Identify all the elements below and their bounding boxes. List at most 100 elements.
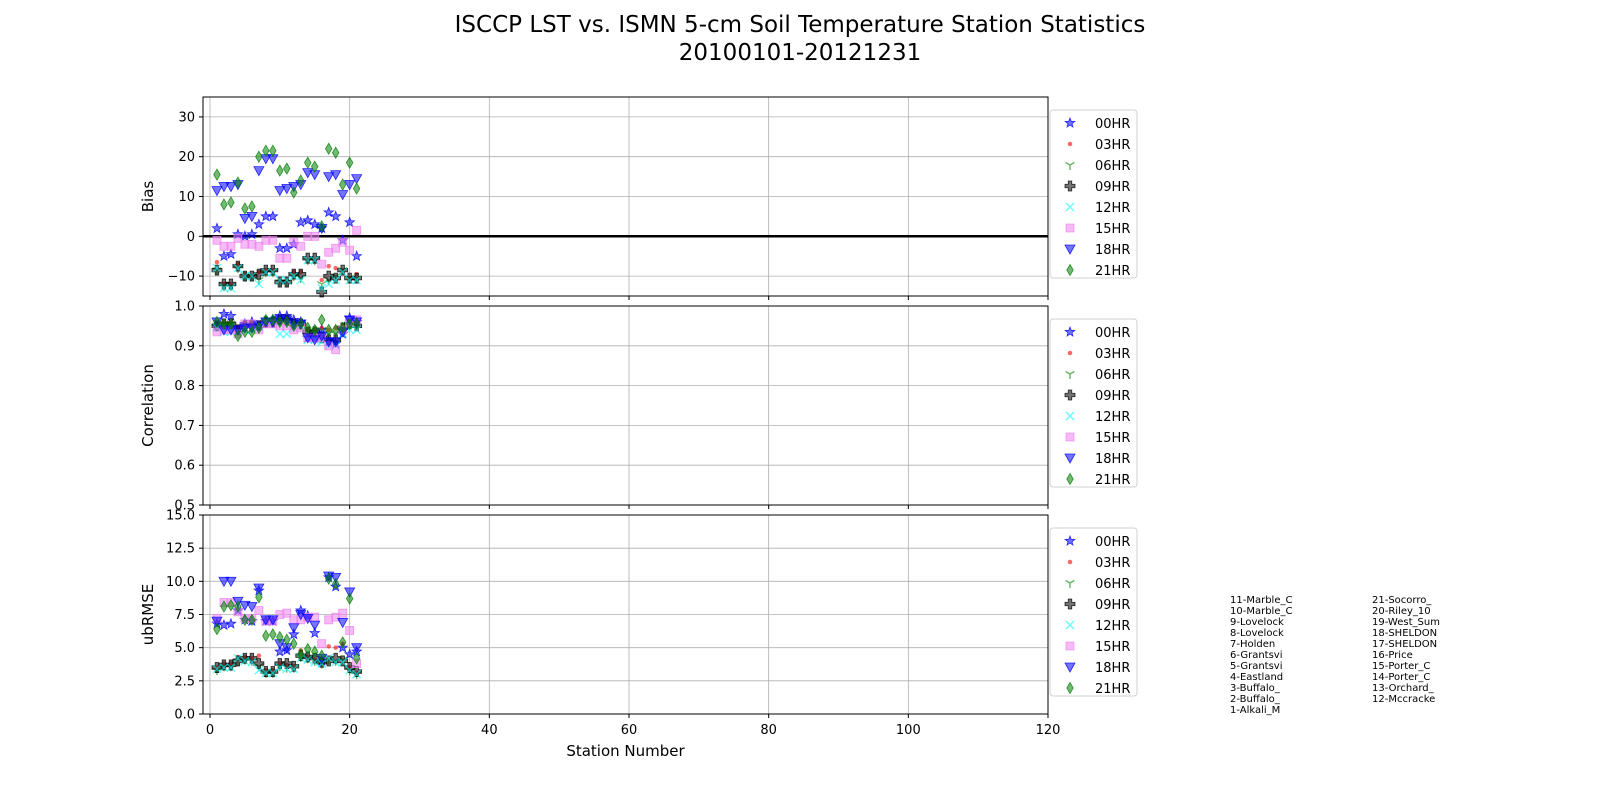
legend-label: 06HR — [1095, 368, 1130, 383]
y-tick-label: 5.0 — [174, 641, 195, 656]
data-point — [213, 168, 221, 181]
legend-marker — [1064, 180, 1076, 192]
data-point — [256, 653, 262, 658]
data-point — [323, 337, 335, 348]
data-point — [227, 317, 235, 331]
data-point — [338, 608, 348, 618]
station-legend-entry: 13-Orchard_ — [1372, 683, 1434, 694]
data-point — [345, 317, 354, 331]
x-tick-label: 20 — [341, 723, 358, 738]
data-point — [262, 313, 270, 327]
data-point — [227, 196, 235, 209]
data-point — [329, 210, 342, 222]
legend-marker — [1065, 641, 1075, 651]
data-point — [338, 267, 348, 277]
series-18HR — [211, 154, 363, 235]
data-point — [225, 617, 237, 629]
legend-marker — [1065, 370, 1075, 379]
data-point — [220, 600, 228, 613]
legend-label: 12HR — [1095, 619, 1130, 634]
data-point — [324, 572, 333, 585]
data-point — [311, 323, 319, 337]
data-point — [269, 313, 277, 327]
data-point — [295, 268, 307, 280]
data-point — [262, 629, 270, 643]
data-point — [281, 658, 293, 669]
data-point — [345, 156, 354, 169]
y-axis-label: Correlation — [139, 364, 157, 447]
data-point — [218, 182, 230, 193]
data-point — [301, 214, 314, 226]
data-point — [227, 598, 235, 612]
data-point — [248, 200, 256, 213]
data-point — [234, 600, 242, 613]
data-point — [240, 656, 250, 666]
data-point — [267, 615, 279, 626]
station-legend-entry: 12-Mccracke — [1372, 694, 1436, 705]
legend-marker — [1067, 559, 1073, 565]
data-point — [324, 323, 333, 337]
data-point — [311, 160, 319, 173]
data-point — [268, 267, 278, 277]
station-legend-entry: 4-Eastland — [1230, 672, 1284, 683]
data-point — [331, 146, 340, 160]
data-point — [226, 283, 236, 293]
data-point — [294, 216, 307, 228]
data-point — [310, 657, 320, 667]
data-point — [290, 637, 298, 650]
series-12HR — [212, 653, 362, 679]
legend-marker — [1064, 116, 1076, 128]
data-point — [302, 614, 314, 625]
data-point — [267, 666, 279, 677]
data-point — [274, 186, 286, 197]
data-point — [323, 270, 335, 282]
legend-label: 12HR — [1095, 410, 1130, 425]
data-point — [212, 263, 222, 273]
station-legend-entry: 3-Buffalo_ — [1230, 683, 1280, 694]
data-point — [351, 272, 363, 284]
data-point — [331, 243, 341, 253]
station-legend-entry: 14-Porter_C — [1372, 672, 1431, 683]
data-point — [338, 321, 347, 335]
data-point — [338, 636, 347, 649]
data-point — [309, 620, 321, 631]
station-legend-entry: 18-SHELDON — [1372, 628, 1438, 639]
data-point — [326, 263, 331, 269]
station-legend-entry: 17-SHELDON — [1372, 639, 1438, 650]
x-tick-label: 120 — [1036, 723, 1061, 738]
chart-subtitle: 20100101-20121231 — [678, 40, 922, 66]
legend-marker — [1065, 620, 1075, 630]
data-point — [241, 613, 249, 627]
data-point — [336, 618, 349, 629]
data-point — [247, 271, 257, 281]
legend-label: 00HR — [1095, 326, 1130, 341]
data-point — [318, 649, 326, 662]
legend-marker — [1067, 141, 1073, 147]
legend-marker — [1066, 472, 1074, 486]
legend-marker — [1064, 598, 1076, 610]
station-legend-entry: 9-Lovelock — [1230, 617, 1284, 628]
data-point — [317, 283, 327, 293]
legend-label: 18HR — [1095, 452, 1130, 467]
data-point — [333, 645, 338, 650]
data-point — [326, 644, 331, 649]
legend-marker — [1064, 662, 1076, 673]
data-point — [219, 283, 229, 293]
data-point — [337, 264, 349, 276]
legend-marker — [1066, 263, 1074, 277]
data-point — [269, 628, 277, 641]
data-point — [289, 271, 299, 281]
legend-marker — [1064, 244, 1076, 255]
station-legend-entry: 1-Alkali_M — [1230, 705, 1281, 716]
legend-marker — [1067, 350, 1073, 356]
panel-ubrmse: 0.0 2.5 5.0 7.5 10.0 12.5 15.0 0 20 40 60 80 100 120 u… — [139, 509, 1138, 738]
station-legend-entry: 15-Porter_C — [1372, 661, 1431, 672]
data-point — [331, 657, 341, 667]
data-point — [303, 255, 313, 265]
data-point — [318, 220, 326, 233]
data-point — [241, 202, 249, 215]
panel-bias: −10 0 10 20 30 Bias 00HR 03HR 06HR 09HR 12HR 15HR 18… — [139, 96, 1138, 300]
data-point — [287, 628, 300, 640]
y-tick-label: 0.9 — [174, 339, 195, 354]
